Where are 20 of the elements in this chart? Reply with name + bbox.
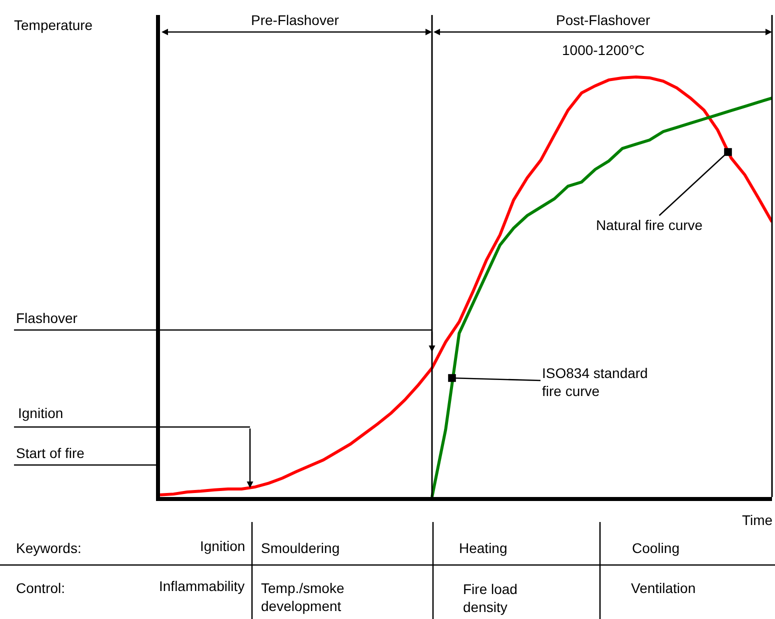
x-axis-title: Time [742, 512, 773, 528]
text: Temperature [14, 17, 93, 33]
text: Control: [16, 580, 66, 596]
text: 1000-1200°C [562, 42, 645, 58]
text: Ventilation [631, 580, 696, 596]
text: Heating [459, 540, 508, 556]
text: Keywords: [16, 540, 82, 556]
text: Inflammability [159, 578, 245, 594]
text: Pre-Flashover [251, 12, 340, 28]
text: Smouldering [261, 540, 340, 556]
text: Ignition [200, 538, 246, 554]
text: Temp./smoke development [261, 580, 344, 614]
text: Start of fire [16, 445, 85, 461]
annotation: ISO834 standard fire curve [542, 365, 648, 400]
text: Flashover [16, 310, 78, 326]
text: Ignition [18, 405, 64, 421]
annotation: Natural fire curve [596, 217, 703, 233]
text: Cooling [632, 540, 680, 556]
text: Post-Flashover [556, 12, 650, 28]
text: Fire load density [463, 581, 518, 616]
